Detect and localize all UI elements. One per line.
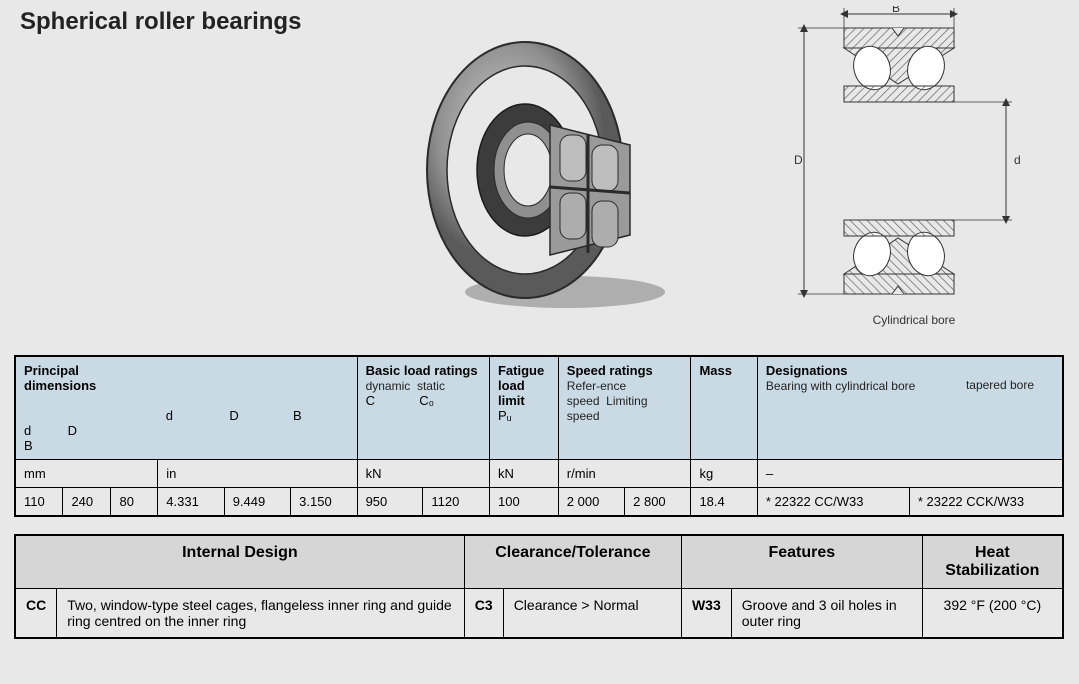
feat-desc: Groove and 3 oil holes in outer ring [731, 589, 922, 639]
unit-dash: – [757, 460, 1063, 488]
val-des1: * 22322 CC/W33 [757, 488, 909, 517]
val-B-mm: 80 [111, 488, 158, 517]
val-limspeed: 2 800 [625, 488, 691, 517]
spec-table: Principal dimensions d D B d D B Basic l… [14, 355, 1064, 517]
sym-Pu: Pᵤ [498, 408, 512, 423]
hdr-mass: Mass [699, 363, 748, 378]
sym-B2: B [293, 408, 343, 423]
unit-rmin: r/min [558, 460, 691, 488]
val-D-in: 9.449 [224, 488, 290, 517]
unit-in: in [158, 460, 357, 488]
unit-kN2: kN [489, 460, 558, 488]
val-C: 950 [357, 488, 423, 517]
unit-kN: kN [357, 460, 489, 488]
sym-C0: C₀ [419, 393, 434, 408]
val-B-in: 3.150 [291, 488, 357, 517]
bearing-3d-illustration [410, 30, 700, 320]
dim-B-label: B [892, 6, 900, 15]
sym-B: B [24, 438, 64, 453]
internal-desc: Two, window-type steel cages, flangeless… [57, 589, 465, 639]
val-mass: 18.4 [691, 488, 757, 517]
feat-hdr-heat: Heat Stabilization [922, 535, 1063, 589]
feat-code: W33 [681, 589, 731, 639]
hdr-basicload: Basic load ratings [366, 363, 481, 378]
val-Pu: 100 [489, 488, 558, 517]
sym-d: d [24, 423, 64, 438]
hdr-designations: Designations [766, 363, 1054, 378]
sym-C: C [366, 393, 416, 408]
clearance-code: C3 [464, 589, 503, 639]
features-table: Internal Design Clearance/Tolerance Feat… [14, 534, 1064, 639]
dim-d-label: d [1014, 153, 1021, 167]
feat-hdr-internal: Internal Design [15, 535, 464, 589]
sym-d2: d [166, 408, 226, 423]
unit-kg: kg [691, 460, 757, 488]
val-C0: 1120 [423, 488, 490, 517]
val-refspeed: 2 000 [558, 488, 624, 517]
val-d-mm: 110 [15, 488, 63, 517]
unit-mm: mm [15, 460, 158, 488]
bearing-schematic: B D d [784, 6, 1044, 326]
val-d-in: 4.331 [158, 488, 224, 517]
schematic-caption: Cylindrical bore [784, 313, 1044, 327]
feat-hdr-features: Features [681, 535, 922, 589]
hdr-principal: Principal dimensions [24, 363, 150, 393]
page-title: Spherical roller bearings [20, 8, 301, 36]
dim-D-label: D [794, 153, 803, 167]
sym-D2: D [229, 408, 289, 423]
val-des2: * 23222 CCK/W33 [909, 488, 1063, 517]
hdr-speed: Speed ratings [567, 363, 683, 378]
internal-code: CC [15, 589, 57, 639]
clearance-desc: Clearance > Normal [503, 589, 681, 639]
val-D-mm: 240 [63, 488, 111, 517]
feat-hdr-clearance: Clearance/Tolerance [464, 535, 681, 589]
sym-D: D [68, 423, 108, 438]
heat-value: 392 °F (200 °C) [922, 589, 1063, 639]
hdr-fatigue: Fatigue load limit [498, 363, 550, 408]
